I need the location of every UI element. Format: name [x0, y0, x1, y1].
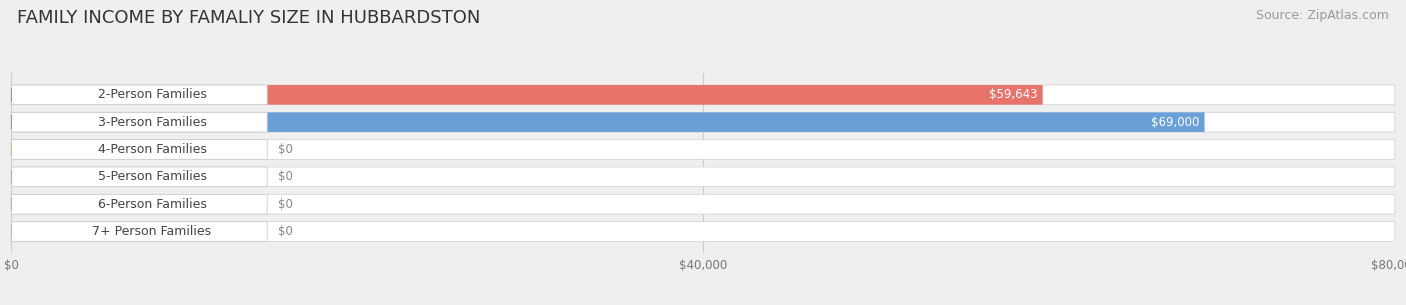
FancyBboxPatch shape: [11, 85, 1395, 105]
FancyBboxPatch shape: [11, 140, 267, 159]
Text: $0: $0: [278, 198, 292, 211]
FancyBboxPatch shape: [11, 194, 267, 214]
Text: FAMILY INCOME BY FAMALIY SIZE IN HUBBARDSTON: FAMILY INCOME BY FAMALIY SIZE IN HUBBARD…: [17, 9, 481, 27]
FancyBboxPatch shape: [11, 222, 267, 241]
Text: $0: $0: [278, 225, 292, 238]
Text: 6-Person Families: 6-Person Families: [97, 198, 207, 211]
Text: $0: $0: [278, 170, 292, 183]
FancyBboxPatch shape: [11, 167, 1395, 187]
FancyBboxPatch shape: [11, 85, 267, 105]
FancyBboxPatch shape: [11, 112, 267, 132]
FancyBboxPatch shape: [11, 222, 1395, 241]
Text: $0: $0: [278, 143, 292, 156]
FancyBboxPatch shape: [11, 112, 1205, 132]
FancyBboxPatch shape: [11, 112, 1395, 132]
Text: $59,643: $59,643: [988, 88, 1038, 101]
FancyBboxPatch shape: [11, 140, 1395, 159]
Text: 5-Person Families: 5-Person Families: [97, 170, 207, 183]
Text: 3-Person Families: 3-Person Families: [97, 116, 207, 129]
Text: $69,000: $69,000: [1150, 116, 1199, 129]
Text: 7+ Person Families: 7+ Person Families: [93, 225, 211, 238]
FancyBboxPatch shape: [11, 167, 267, 187]
Text: 2-Person Families: 2-Person Families: [97, 88, 207, 101]
Text: 4-Person Families: 4-Person Families: [97, 143, 207, 156]
FancyBboxPatch shape: [11, 85, 1043, 105]
Text: Source: ZipAtlas.com: Source: ZipAtlas.com: [1256, 9, 1389, 22]
FancyBboxPatch shape: [11, 194, 1395, 214]
